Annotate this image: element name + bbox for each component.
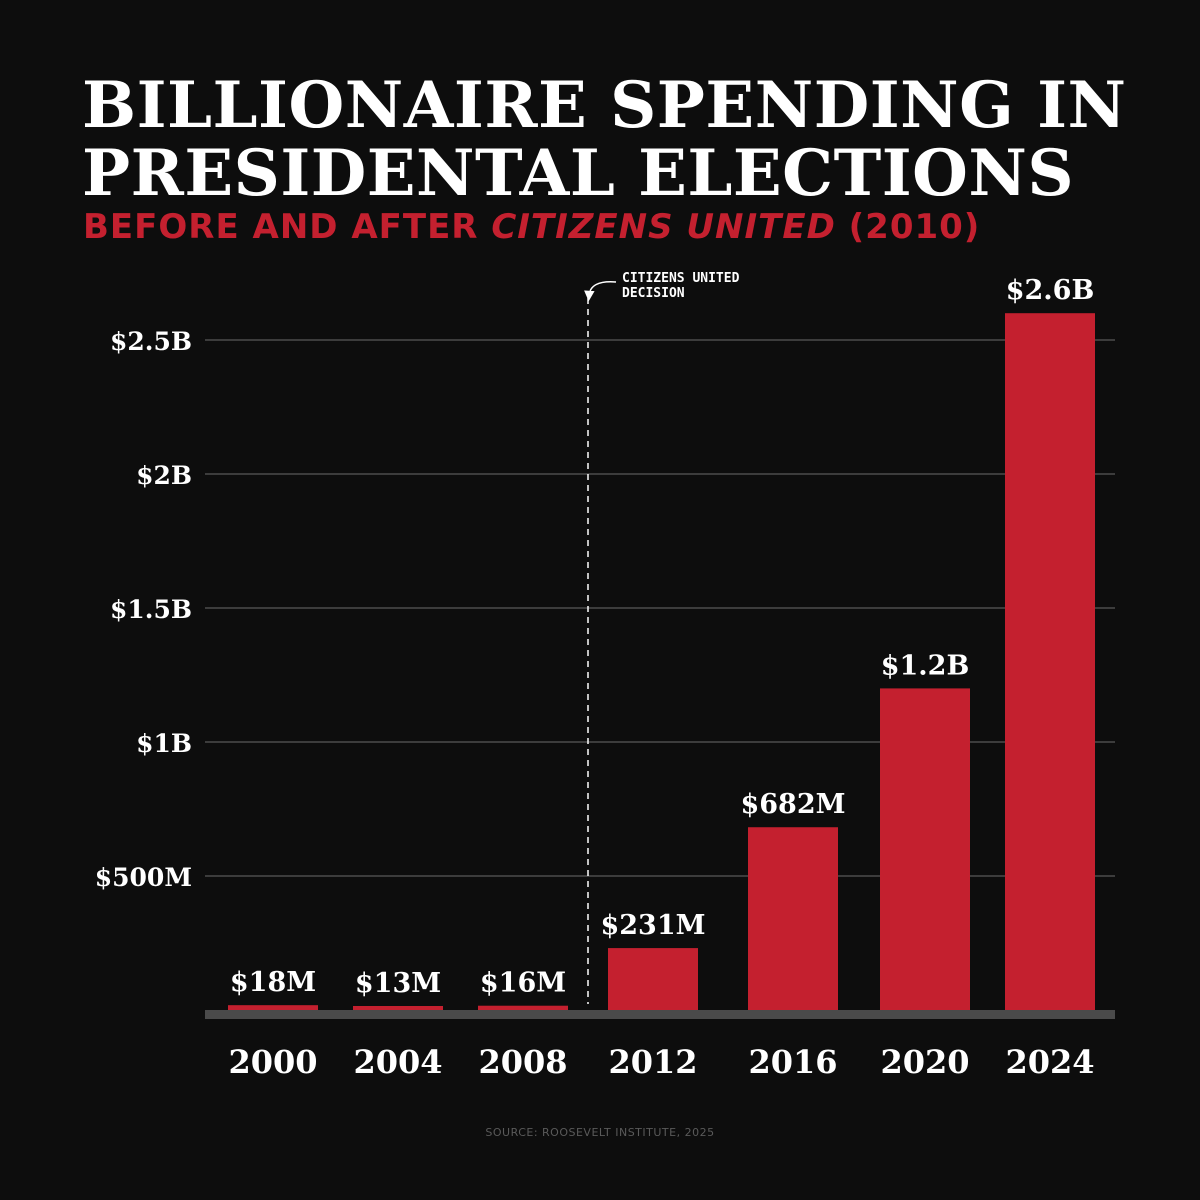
data-label: $2.6B [1006,275,1095,306]
x-axis-baseline [205,1010,1115,1019]
data-label: $682M [740,789,845,820]
x-tick-label: 2000 [228,1043,317,1081]
y-tick-label: $1.5B [110,595,192,624]
data-label: $1.2B [881,650,970,681]
y-tick-label: $2.5B [110,327,192,356]
chart-title-line-2: PRESIDENTAL ELECTIONS [82,136,1075,211]
y-tick-label: $2B [136,461,192,490]
bar [748,827,838,1010]
bar [1005,313,1095,1010]
annotation-arrow-icon [584,281,617,302]
annotation-label-line-2: DECISION [622,286,685,301]
data-label: $13M [355,968,441,999]
x-tick-label: 2008 [478,1043,567,1081]
chart-subtitle: BEFORE AND AFTER CITIZENS UNITED (2010) [83,206,980,248]
data-label: $18M [230,967,316,998]
chart-title: BILLIONAIRE SPENDING IN PRESIDENTAL ELEC… [82,72,1127,208]
subtitle-before: BEFORE AND AFTER [83,207,492,247]
bar [228,1005,318,1010]
data-label: $231M [600,910,705,941]
x-tick-label: 2004 [353,1043,442,1081]
source-note: SOURCE: ROOSEVELT INSTITUTE, 2025 [485,1126,715,1139]
bar [880,688,970,1010]
bar [478,1005,568,1010]
subtitle-after: (2010) [835,207,981,247]
chart-title-line-1: BILLIONAIRE SPENDING IN [82,68,1127,143]
x-tick-label: 2012 [608,1043,697,1081]
y-tick-label: $500M [95,863,192,892]
x-tick-label: 2020 [880,1043,969,1081]
annotation-label-line-1: CITIZENS UNITED [622,271,740,286]
bar [353,1006,443,1010]
x-tick-label: 2016 [748,1043,837,1081]
subtitle-emphasis: CITIZENS UNITED [491,207,836,247]
bar [608,948,698,1010]
x-tick-label: 2024 [1005,1043,1094,1081]
data-label: $16M [480,968,566,999]
y-tick-label: $1B [136,729,192,758]
